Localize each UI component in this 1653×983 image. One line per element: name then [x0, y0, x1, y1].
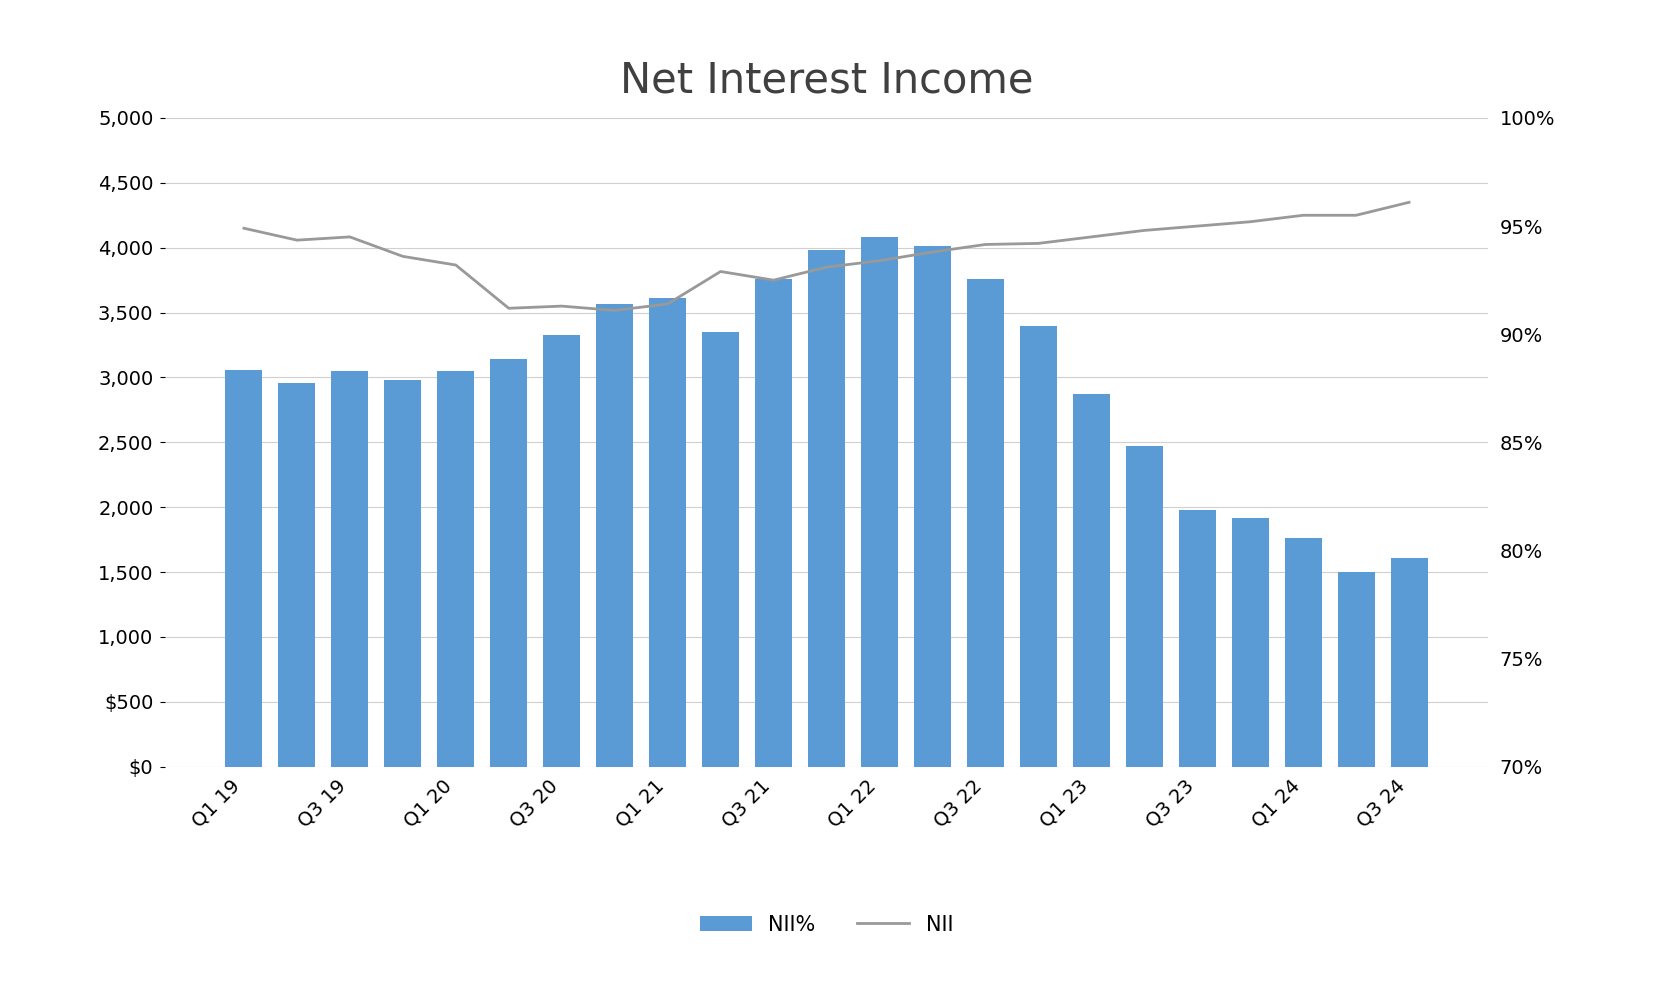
Bar: [597, 304, 633, 767]
Bar: [225, 370, 263, 767]
NII: [1293, 209, 1312, 221]
Bar: [331, 371, 369, 767]
NII: [1187, 220, 1207, 232]
Bar: [1231, 518, 1270, 767]
NII: [1081, 231, 1101, 243]
Bar: [1073, 394, 1109, 767]
NII: [1240, 216, 1260, 228]
Bar: [967, 279, 1003, 767]
Bar: [1284, 539, 1322, 767]
Bar: [491, 360, 527, 767]
Bar: [1337, 572, 1375, 767]
Bar: [755, 279, 792, 767]
Bar: [650, 298, 686, 767]
Bar: [1179, 510, 1215, 767]
NII: [446, 260, 466, 271]
Bar: [1126, 446, 1162, 767]
NII: [393, 251, 413, 262]
Bar: [914, 247, 950, 767]
Bar: [703, 332, 739, 767]
Bar: [808, 251, 845, 767]
NII: [817, 261, 836, 273]
NII: [1398, 197, 1418, 208]
Bar: [383, 380, 422, 767]
NII: [235, 222, 255, 234]
NII: [975, 239, 995, 251]
NII: [711, 265, 731, 277]
NII: [1134, 224, 1154, 236]
Line: NII: NII: [245, 202, 1408, 311]
Legend: NII%, NII: NII%, NII: [691, 906, 962, 943]
Bar: [438, 371, 474, 767]
NII: [552, 300, 572, 312]
Bar: [1390, 557, 1428, 767]
NII: [869, 255, 889, 266]
Bar: [861, 237, 898, 767]
NII: [1346, 209, 1365, 221]
NII: [605, 305, 625, 317]
NII: [288, 234, 307, 246]
Bar: [278, 382, 316, 767]
NII: [499, 303, 519, 315]
NII: [922, 246, 942, 258]
Title: Net Interest Income: Net Interest Income: [620, 60, 1033, 102]
NII: [341, 231, 360, 243]
Bar: [544, 334, 580, 767]
NII: [658, 298, 678, 310]
NII: [1028, 238, 1048, 250]
Bar: [1020, 325, 1056, 767]
NII: [764, 274, 784, 286]
